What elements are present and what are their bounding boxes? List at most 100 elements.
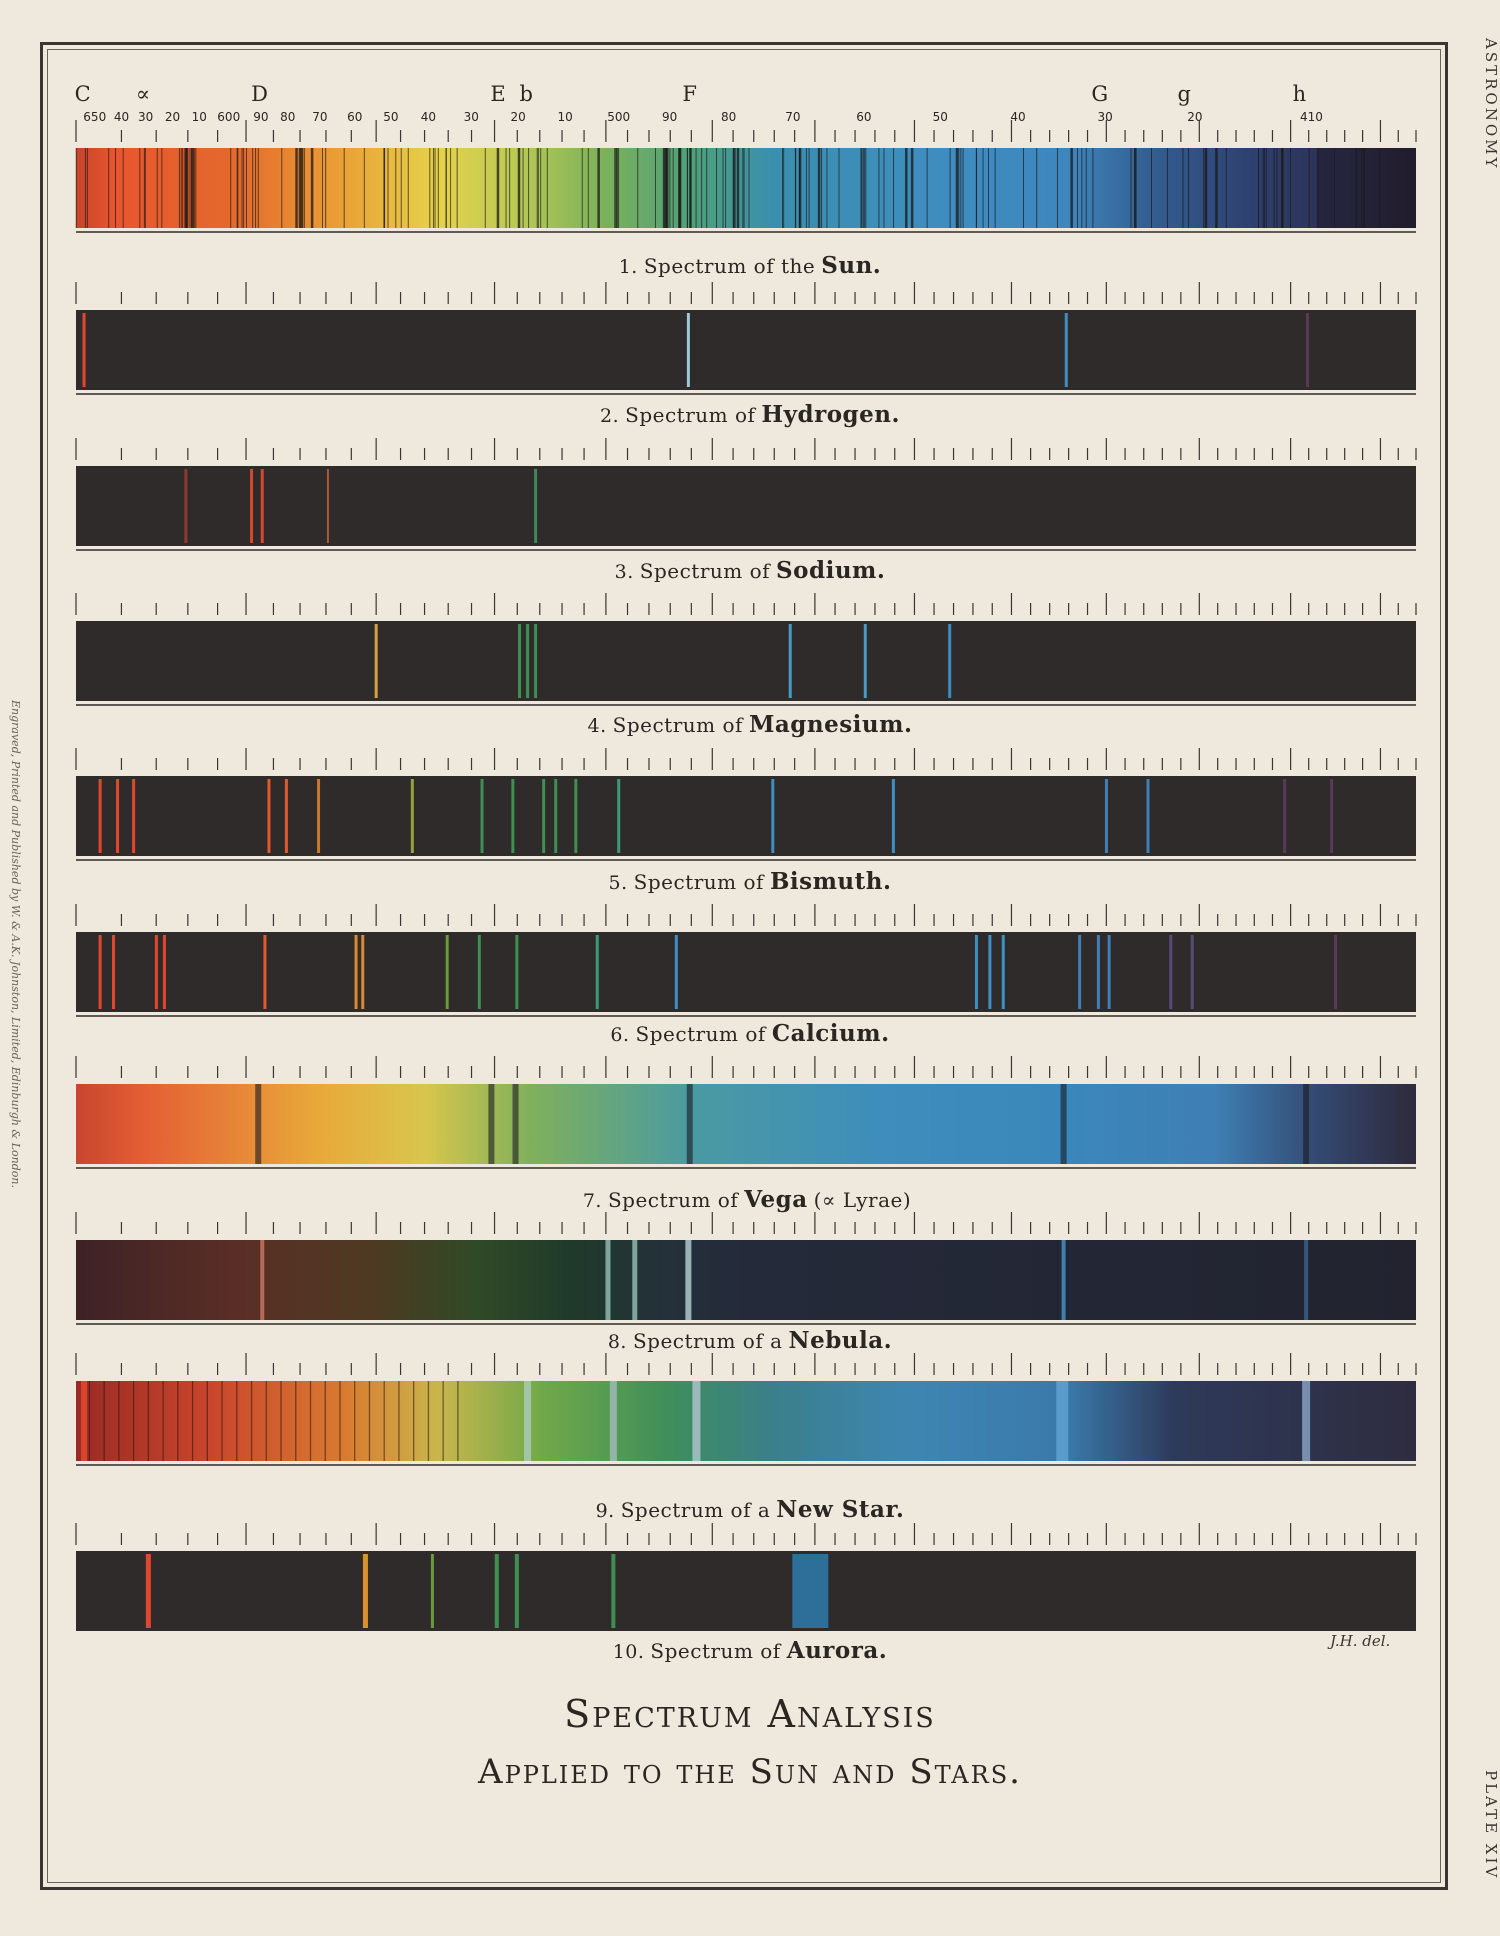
fraunhofer-letter: ∝ xyxy=(135,82,151,106)
absorption-band xyxy=(1060,1084,1067,1164)
plate-border xyxy=(40,42,1448,1890)
bright-line xyxy=(1302,1381,1311,1461)
caption-number: 3. xyxy=(614,561,634,583)
caption-element: Nebula. xyxy=(788,1327,893,1354)
spectral-line xyxy=(494,1554,499,1628)
spectral-line xyxy=(1104,779,1108,853)
spectral-line xyxy=(362,1554,368,1628)
spectral-line xyxy=(1146,779,1150,853)
wavelength-label: 70 xyxy=(785,110,801,124)
emission-line xyxy=(685,1240,692,1320)
spectral-line xyxy=(514,1554,519,1628)
caption-element: Magnesium. xyxy=(748,711,913,738)
caption-prefix: Spectrum of the xyxy=(643,254,816,278)
wavelength-label: 30 xyxy=(138,110,154,124)
spectral-line xyxy=(611,1554,616,1628)
spectral-line xyxy=(162,935,166,1009)
spectral-line xyxy=(445,935,449,1009)
spectral-line xyxy=(480,779,484,853)
spectral-line xyxy=(1330,779,1334,853)
wavelength-label: 10 xyxy=(191,110,207,124)
caption-number: 1. xyxy=(618,256,638,278)
wavelength-label: 60 xyxy=(347,110,363,124)
wavelength-label: 20 xyxy=(510,110,526,124)
fraunhofer-letter: h xyxy=(1292,82,1307,106)
spectral-line xyxy=(511,779,515,853)
spectral-line xyxy=(974,935,978,1009)
spectrum-caption: 2. Spectrum of Hydrogen. xyxy=(300,401,1200,428)
wavelength-label: 500 xyxy=(607,110,631,124)
plate-subtitle: Applied to the Sun and Stars. xyxy=(478,1752,1022,1792)
plate-title: Spectrum Analysis xyxy=(564,1692,936,1736)
fraunhofer-letter: b xyxy=(519,82,533,106)
fraunhofer-letter: F xyxy=(682,82,698,106)
fraunhofer-letter: D xyxy=(251,82,268,106)
caption-element: Sodium. xyxy=(776,557,886,584)
wavelength-label: 650 xyxy=(83,110,107,124)
spectral-line xyxy=(1190,935,1194,1009)
spectral-line xyxy=(574,779,578,853)
spectral-line xyxy=(284,779,288,853)
spectrum-caption: 1. Spectrum of the Sun. xyxy=(300,252,1200,279)
fraunhofer-letter: G xyxy=(1091,82,1109,106)
spectrum-band xyxy=(76,1551,1416,1631)
caption-prefix: Spectrum of xyxy=(635,1022,766,1046)
spectral-line xyxy=(250,469,254,543)
spectrum-caption: 5. Spectrum of Bismuth. xyxy=(300,868,1200,895)
spectrum-caption: 3. Spectrum of Sodium. xyxy=(300,557,1200,584)
absorption-band xyxy=(255,1084,262,1164)
spectral-line xyxy=(1078,935,1082,1009)
spectral-line xyxy=(674,935,678,1009)
absorption-band xyxy=(1303,1084,1310,1164)
wavelength-label: 70 xyxy=(312,110,328,124)
spectral-line xyxy=(374,624,378,698)
spectral-line xyxy=(518,624,522,698)
spectral-line xyxy=(477,935,481,1009)
spectral-line xyxy=(526,624,530,698)
caption-number: 6. xyxy=(610,1024,630,1046)
bright-line xyxy=(609,1381,617,1461)
spectrum-caption: 10. Spectrum of Aurora. xyxy=(300,1637,1200,1664)
caption-prefix: Spectrum of xyxy=(607,1188,739,1212)
fraunhofer-letter: E xyxy=(490,82,506,106)
caption-prefix: Spectrum of xyxy=(612,713,743,737)
spectral-line xyxy=(1107,935,1111,1009)
spectral-line xyxy=(771,779,775,853)
spectral-line xyxy=(1096,935,1100,1009)
spectrum-caption: 9. Spectrum of a New Star. xyxy=(300,1496,1200,1523)
spectrum-band xyxy=(76,1381,1416,1461)
publisher-imprint: Engraved, Printed and Published by W. & … xyxy=(9,700,22,1188)
wavelength-label: 80 xyxy=(280,110,296,124)
spectrum-band xyxy=(76,1084,1416,1164)
spectral-line xyxy=(260,469,264,543)
wavelength-label: 20 xyxy=(164,110,181,124)
wavelength-label: 30 xyxy=(1097,110,1113,124)
spectral-line xyxy=(792,1554,829,1628)
caption-number: 8. xyxy=(607,1331,627,1353)
wavelength-label: 50 xyxy=(932,110,948,124)
caption-element: Bismuth. xyxy=(769,868,892,895)
wavelength-label: 90 xyxy=(253,110,269,124)
spectral-line xyxy=(1001,935,1005,1009)
caption-number: 10. xyxy=(612,1641,645,1663)
caption-prefix: Spectrum of a xyxy=(620,1498,771,1522)
wavelength-label: 600 xyxy=(217,110,241,124)
caption-prefix: Spectrum of a xyxy=(632,1329,783,1353)
absorption-band xyxy=(488,1084,495,1164)
wavelength-label: 30 xyxy=(463,110,479,124)
emission-line xyxy=(605,1240,611,1320)
spectral-line xyxy=(595,935,599,1009)
spectral-line xyxy=(1064,313,1068,387)
emission-line xyxy=(1061,1240,1066,1320)
wavelength-label: 60 xyxy=(856,110,872,124)
bright-line xyxy=(81,1381,88,1461)
spectral-line xyxy=(98,779,102,853)
spectral-line xyxy=(82,313,86,387)
spectrum-band xyxy=(76,148,1416,228)
spectrum-band xyxy=(76,466,1416,546)
caption-number: 4. xyxy=(587,715,607,737)
emission-line xyxy=(1304,1240,1309,1320)
spectral-line xyxy=(788,624,792,698)
caption-number: 5. xyxy=(608,872,628,894)
